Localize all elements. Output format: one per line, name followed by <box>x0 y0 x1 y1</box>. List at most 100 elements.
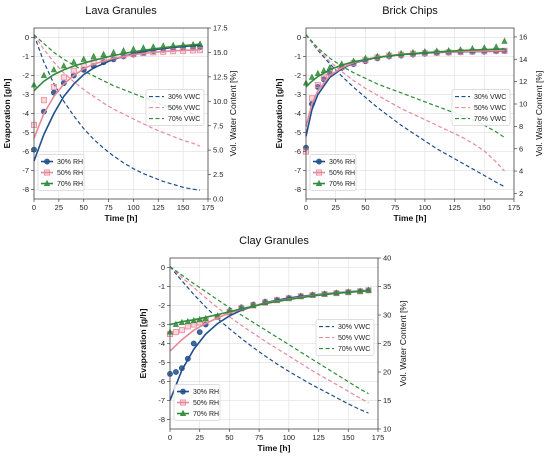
evaporation-point <box>493 43 500 50</box>
legend-rh-label: 50% RH <box>329 170 355 177</box>
y2-tick-label: 10.0 <box>213 97 228 106</box>
y-tick-label: -8 <box>22 185 29 194</box>
x-tick-label: 75 <box>104 203 112 212</box>
legend-vwc-label: 30% VWC <box>168 94 200 101</box>
y-tick-label: 0 <box>297 33 301 42</box>
x-tick-label: 100 <box>283 433 296 442</box>
x-tick-label: 25 <box>55 203 63 212</box>
legend-vwc-label: 50% VWC <box>338 335 370 342</box>
legend-rh-label: 70% RH <box>57 181 83 188</box>
evaporation-point <box>320 74 327 81</box>
x-tick-label: 150 <box>342 433 355 442</box>
x-tick-label: 75 <box>391 203 399 212</box>
legend-vwc-box <box>315 319 375 356</box>
legend-rh-marker <box>44 158 50 165</box>
y2-tick-label: 6 <box>519 144 523 153</box>
panel-clay-granules: 0 25 50 75 100 125 150 175 0 -1 -2 -3 -4 -5 -6 -7 -8 10 15… <box>138 235 408 453</box>
x-tick-label: 25 <box>196 433 204 442</box>
y2-tick-label: 0.0 <box>213 195 223 204</box>
y-tick-label: -4 <box>22 109 29 118</box>
legend-rh-marker <box>316 158 322 165</box>
legend-rh-box <box>173 384 221 421</box>
y-tick-label: -5 <box>22 128 29 137</box>
evaporation-point <box>40 97 47 104</box>
x-tick-label: 175 <box>508 203 521 212</box>
vwc-line-30 <box>305 34 505 188</box>
legend-rh-marker <box>179 399 186 406</box>
chart-title: Clay Granules <box>239 235 309 247</box>
y-tick-label: -4 <box>294 109 301 118</box>
y-tick-label: -6 <box>158 377 165 386</box>
y-axis-label: Evaporation [g/h] <box>138 308 148 378</box>
y2-axis-label: Vol. Water Content [%] <box>228 71 238 157</box>
legend-vwc-box <box>145 89 205 126</box>
y2-tick-label: 2.5 <box>213 170 223 179</box>
legend-vwc-label: 70% VWC <box>474 116 506 123</box>
panel-brick-chips: 0 25 50 75 100 125 150 175 0 -1 -2 -3 -4 -5 -6 -7 -8 2 4 6 8… <box>274 5 544 223</box>
y2-tick-label: 25 <box>383 339 391 348</box>
x-axis-label: Time [h] <box>105 213 138 223</box>
y2-tick-label: 5.0 <box>213 146 223 155</box>
evaporation-point <box>172 329 179 336</box>
chart-title: Lava Granules <box>85 5 157 17</box>
legend-rh-label: 50% RH <box>193 400 219 407</box>
legend-rh-marker <box>43 179 51 186</box>
y2-tick-label: 12.5 <box>213 72 228 81</box>
y2-tick-label: 20 <box>383 368 391 377</box>
x-tick-label: 125 <box>312 433 325 442</box>
evaporation-point <box>90 52 97 59</box>
x-tick-label: 150 <box>177 203 190 212</box>
y-tick-label: -6 <box>22 147 29 156</box>
x-tick-label: 125 <box>152 203 165 212</box>
evaporation-fit-line <box>33 44 201 162</box>
legend-rh-label: 70% RH <box>193 411 219 418</box>
y2-tick-label: 10 <box>519 100 527 109</box>
legend-rh-label: 30% RH <box>329 159 355 166</box>
evaporation-point <box>50 83 57 90</box>
legend-rh-marker <box>315 179 323 186</box>
legend-rh-marker <box>179 409 187 416</box>
y-tick-label: -1 <box>294 52 301 61</box>
y2-tick-label: 16 <box>519 33 527 42</box>
y2-tick-label: 15 <box>383 396 391 405</box>
y-tick-label: -2 <box>22 71 29 80</box>
evaporation-point <box>70 67 77 74</box>
y-tick-label: 0 <box>25 33 29 42</box>
evaporation-point <box>184 323 191 330</box>
x-axis-label: Time [h] <box>394 213 427 223</box>
legend-vwc-label: 30% VWC <box>338 324 370 331</box>
legend-vwc-label: 30% VWC <box>474 94 506 101</box>
chart-title: Brick Chips <box>382 5 438 17</box>
y-tick-label: -3 <box>22 90 29 99</box>
evaporation-point <box>50 66 57 73</box>
evaporation-point <box>130 45 137 52</box>
legend-rh-marker <box>180 388 186 395</box>
y-tick-label: 0 <box>161 263 165 272</box>
evaporation-point <box>80 55 87 62</box>
x-tick-label: 100 <box>419 203 432 212</box>
evaporation-point <box>173 369 179 375</box>
y-tick-label: -4 <box>158 339 165 348</box>
y2-axis-label: Vol. Water Content [%] <box>534 71 544 157</box>
y-tick-label: -7 <box>294 166 301 175</box>
x-tick-label: 0 <box>304 203 308 212</box>
legend-vwc-label: 70% VWC <box>338 346 370 353</box>
y-tick-label: -1 <box>22 52 29 61</box>
x-tick-label: 0 <box>32 203 36 212</box>
evaporation-point <box>40 71 48 78</box>
legend-rh-marker <box>315 169 322 176</box>
evaporation-point <box>100 50 107 58</box>
y-tick-label: -6 <box>294 147 301 156</box>
x-tick-label: 0 <box>168 433 172 442</box>
y2-tick-label: 15.0 <box>213 48 228 57</box>
x-tick-label: 50 <box>361 203 369 212</box>
y-tick-label: -2 <box>158 301 165 310</box>
x-tick-label: 25 <box>332 203 340 212</box>
y-axis-label: Evaporation [g/h] <box>274 78 284 148</box>
evaporation-point <box>196 329 203 335</box>
y2-tick-label: 7.5 <box>213 121 223 130</box>
y-tick-label: -2 <box>294 71 301 80</box>
evaporation-point <box>140 44 147 51</box>
y2-axis-label: Vol. Water Content [%] <box>398 301 408 387</box>
